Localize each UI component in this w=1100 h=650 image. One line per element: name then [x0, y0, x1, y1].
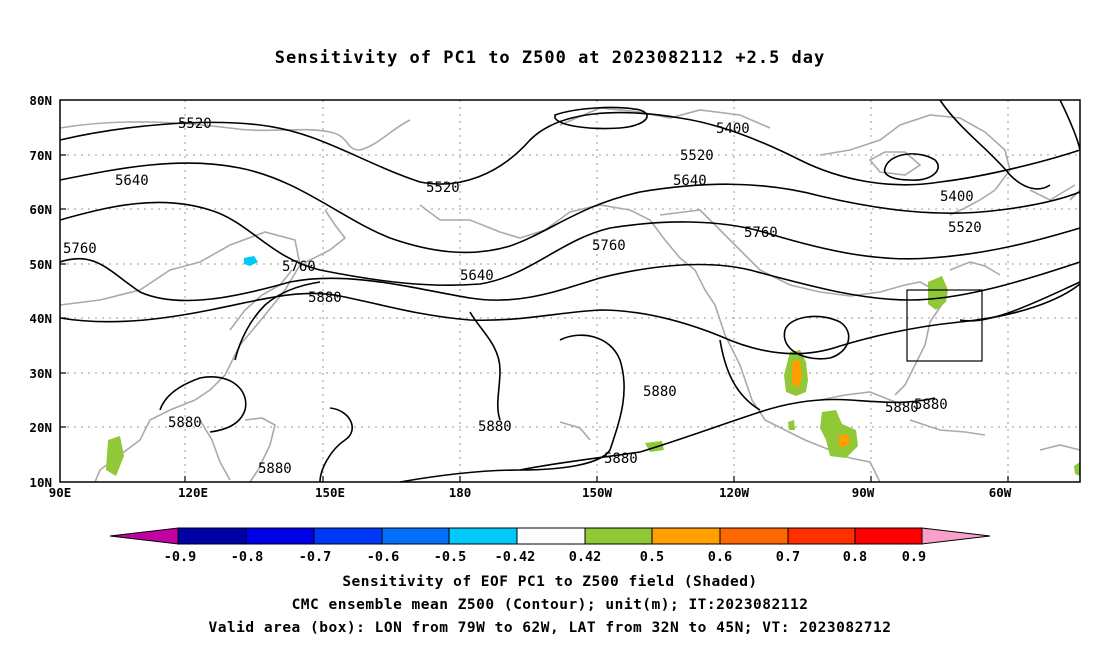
colorbar-label: -0.6: [367, 549, 400, 565]
colorbar-label: 0.6: [708, 549, 732, 565]
lat-tick-label: 40N: [29, 311, 52, 326]
lat-tick-label: 30N: [29, 366, 52, 381]
lat-tick-label: 10N: [29, 475, 52, 490]
colorbar-label: -0.7: [299, 549, 332, 565]
contour-label: 5880: [643, 384, 677, 400]
lat-tick-label: 70N: [29, 148, 52, 163]
colorbar-cell: [448, 527, 518, 545]
colorbar-label: -0.5: [434, 549, 467, 565]
colorbar-cell: [313, 527, 383, 545]
contour-label: 5880: [914, 397, 948, 413]
lat-tick-label: 60N: [29, 202, 52, 217]
blue-patch-japan-sea: [244, 256, 258, 266]
colorbar-right-arrow: [921, 527, 991, 545]
colorbar-label: -0.42: [495, 549, 536, 565]
colorbar-label: 0.9: [902, 549, 926, 565]
colorbar-cell: [177, 527, 247, 545]
contour-label: 5520: [426, 180, 460, 196]
colorbar-left-arrow: [109, 527, 179, 545]
lon-tick-label: 120E: [178, 485, 208, 500]
caption-valid-area: Valid area (box): LON from 79W to 62W, L…: [208, 620, 892, 636]
contour-label: 5760: [282, 259, 316, 275]
map-frame: [59, 99, 1081, 483]
green-patch-edge: [1074, 462, 1080, 476]
contour-label: 5520: [680, 148, 714, 164]
coastlines: [59, 107, 1081, 483]
green-patch-newengland: [928, 276, 948, 310]
contour-label: 5880: [168, 415, 202, 431]
contour-label: 5520: [178, 116, 212, 132]
contour-label: 5400: [716, 121, 750, 137]
colorbar-labels: -0.9 -0.8 -0.7 -0.6 -0.5 -0.42 0.42 0.5 …: [164, 549, 926, 565]
colorbar-cell: [245, 527, 315, 545]
contour-label: 5520: [948, 220, 982, 236]
lat-tick-label: 50N: [29, 257, 52, 272]
contour-label: 5400: [940, 189, 974, 205]
lon-tick-label: 120W: [719, 485, 750, 500]
colorbar-cell: [854, 527, 923, 545]
tick-marks: [60, 154, 1009, 482]
colorbar-cell: [381, 527, 450, 545]
contour-label: 5880: [308, 290, 342, 306]
caption-shaded: Sensitivity of EOF PC1 to Z500 field (Sh…: [342, 574, 758, 590]
caption-contour: CMC ensemble mean Z500 (Contour); unit(m…: [291, 597, 809, 613]
latitude-labels: 80N 70N 60N 50N 40N 30N 20N 10N: [29, 93, 52, 490]
contour-label: 5880: [885, 400, 919, 416]
lon-tick-label: 150E: [315, 485, 345, 500]
lon-tick-label: 90E: [49, 485, 72, 500]
contour-label: 5880: [604, 451, 638, 467]
sensitivity-shading: [106, 256, 1080, 476]
colorbar-label: 0.8: [843, 549, 867, 565]
lon-tick-label: 180: [449, 485, 472, 500]
lat-tick-label: 80N: [29, 93, 52, 108]
contour-label: 5640: [115, 173, 149, 189]
contour-labels: 5520 5400 5520 5640 5520 5640 5400 5520 …: [63, 116, 982, 477]
lon-tick-label: 150W: [582, 485, 613, 500]
contour-label: 5880: [258, 461, 292, 477]
green-patch-asia: [106, 436, 124, 476]
contour-label: 5760: [63, 241, 97, 257]
colorbar-cell: [516, 527, 586, 545]
contour-label: 5760: [592, 238, 626, 254]
colorbar-cell: [651, 527, 721, 545]
valid-area-box: [906, 289, 983, 362]
contour-label: 5760: [744, 225, 778, 241]
orange-patch-gulf-of-california: [792, 360, 802, 388]
colorbar: [109, 527, 991, 545]
colorbar-cell: [584, 527, 653, 545]
lon-tick-label: 60W: [989, 485, 1012, 500]
colorbar-cell: [787, 527, 856, 545]
green-patch-small: [788, 420, 795, 430]
colorbar-label: 0.7: [776, 549, 800, 565]
contour-label: 5640: [460, 268, 494, 284]
figure-title: Sensitivity of PC1 to Z500 at 2023082112…: [274, 48, 826, 68]
contour-label: 5640: [673, 173, 707, 189]
colorbar-label: 0.5: [640, 549, 664, 565]
colorbar-label: -0.8: [231, 549, 264, 565]
green-patch-mexico: [820, 410, 858, 458]
colorbar-label: 0.42: [569, 549, 602, 565]
longitude-labels: 90E 120E 150E 180 150W 120W 90W 60W: [49, 485, 1012, 500]
orange-patch-mexico: [838, 434, 850, 448]
colorbar-cell: [719, 527, 789, 545]
contour-label: 5880: [478, 419, 512, 435]
z500-contours: [59, 99, 1081, 483]
lon-tick-label: 90W: [852, 485, 875, 500]
lat-tick-label: 20N: [29, 420, 52, 435]
colorbar-label: -0.9: [164, 549, 197, 565]
